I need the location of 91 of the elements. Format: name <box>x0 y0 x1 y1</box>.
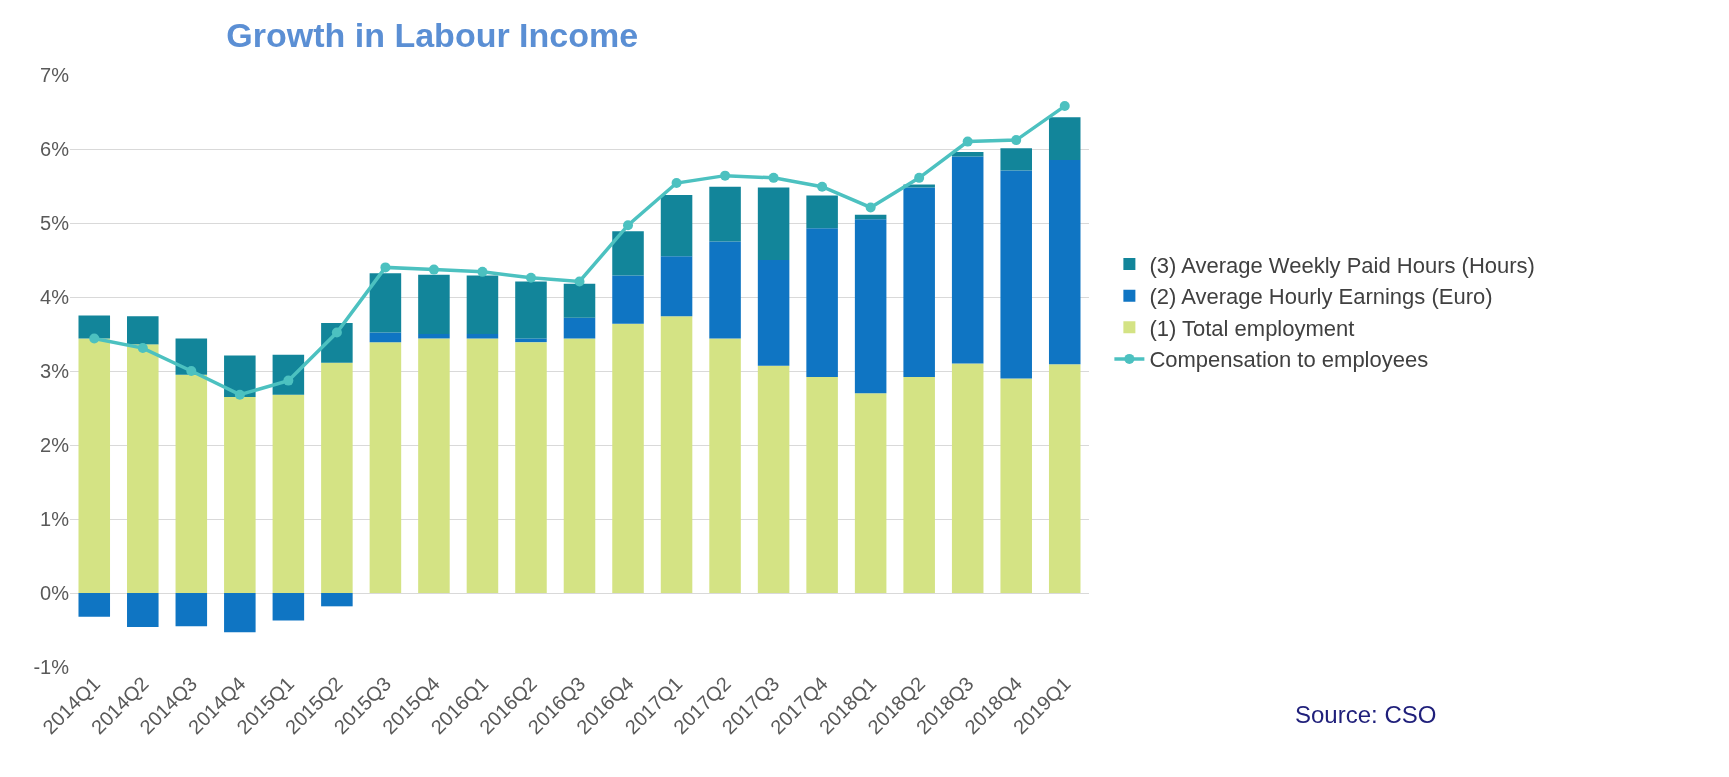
y-tick-label: 7% <box>40 64 70 86</box>
y-tick-label: 6% <box>40 138 70 160</box>
bar <box>272 593 305 621</box>
bar <box>757 260 790 366</box>
chart-title: Growth in Labour Income <box>226 16 639 55</box>
point <box>671 178 682 189</box>
point <box>817 181 828 192</box>
bar <box>951 156 984 364</box>
y-tick-label: 0% <box>40 582 70 604</box>
source-note: Source: CSO <box>1295 701 1437 728</box>
point <box>137 343 148 354</box>
bar <box>612 323 644 593</box>
bar <box>175 593 208 627</box>
bar <box>806 228 838 377</box>
bar <box>515 342 547 593</box>
point <box>1011 135 1022 146</box>
point <box>623 220 634 231</box>
bar <box>224 593 256 633</box>
y-tick-label: 2% <box>40 434 70 456</box>
bar <box>903 376 935 593</box>
point <box>477 266 488 277</box>
y-tick-label: 4% <box>40 286 70 308</box>
point <box>283 375 294 386</box>
legend-label: (3) Average Weekly Paid Hours (Hours) <box>1149 252 1535 278</box>
bar <box>903 187 935 377</box>
bar <box>418 274 450 334</box>
bar <box>806 195 838 229</box>
bar <box>563 338 596 593</box>
bar <box>709 338 741 593</box>
bar <box>612 231 644 276</box>
bar <box>1000 170 1032 379</box>
point <box>525 272 536 283</box>
bar <box>1048 160 1081 365</box>
bar <box>224 396 256 593</box>
bar <box>660 256 693 317</box>
bar <box>466 275 499 334</box>
legend-label: (2) Average Hourly Earnings (Euro) <box>1149 284 1493 310</box>
point <box>186 366 197 376</box>
point <box>1059 101 1070 112</box>
bar <box>1000 148 1032 171</box>
y-tick-label: 3% <box>40 360 70 382</box>
bar <box>612 275 644 324</box>
point <box>720 170 731 181</box>
bar <box>1000 378 1032 593</box>
point <box>768 172 779 183</box>
y-tick-label: 1% <box>40 508 70 530</box>
bar <box>369 342 402 593</box>
bar <box>854 393 887 593</box>
bar <box>563 283 596 318</box>
bar <box>515 338 547 343</box>
bar <box>660 316 693 593</box>
bar <box>369 273 402 333</box>
point <box>331 327 342 338</box>
point <box>865 202 876 213</box>
bar <box>951 363 984 593</box>
bar <box>272 394 305 593</box>
bar <box>806 376 838 593</box>
legend-label: Compensation to employees <box>1149 347 1429 373</box>
bar <box>127 593 159 628</box>
bar <box>709 241 741 339</box>
bar <box>563 317 596 339</box>
bar <box>709 186 741 242</box>
point <box>428 264 439 275</box>
point <box>962 136 973 147</box>
bar <box>321 593 353 607</box>
bar <box>515 281 547 339</box>
bar <box>466 338 499 593</box>
bar <box>854 219 887 394</box>
bar <box>78 593 111 617</box>
bar <box>369 332 402 343</box>
bar <box>78 315 111 339</box>
point <box>914 172 925 183</box>
point <box>380 262 391 273</box>
bar <box>1048 117 1081 161</box>
bar <box>175 374 208 593</box>
point <box>234 389 245 400</box>
y-tick-label: -1% <box>33 656 70 678</box>
y-tick-label: 5% <box>40 212 70 234</box>
bar <box>757 187 790 260</box>
bar <box>418 338 450 593</box>
legend-label: (1) Total employment <box>1149 315 1355 341</box>
point <box>89 333 100 344</box>
bar <box>660 194 693 257</box>
bar <box>1048 364 1081 593</box>
bar <box>321 362 353 593</box>
point <box>574 276 585 287</box>
bar <box>418 334 450 339</box>
bar <box>78 338 111 593</box>
bar <box>757 365 790 593</box>
bar <box>127 344 159 593</box>
bar <box>127 316 159 345</box>
